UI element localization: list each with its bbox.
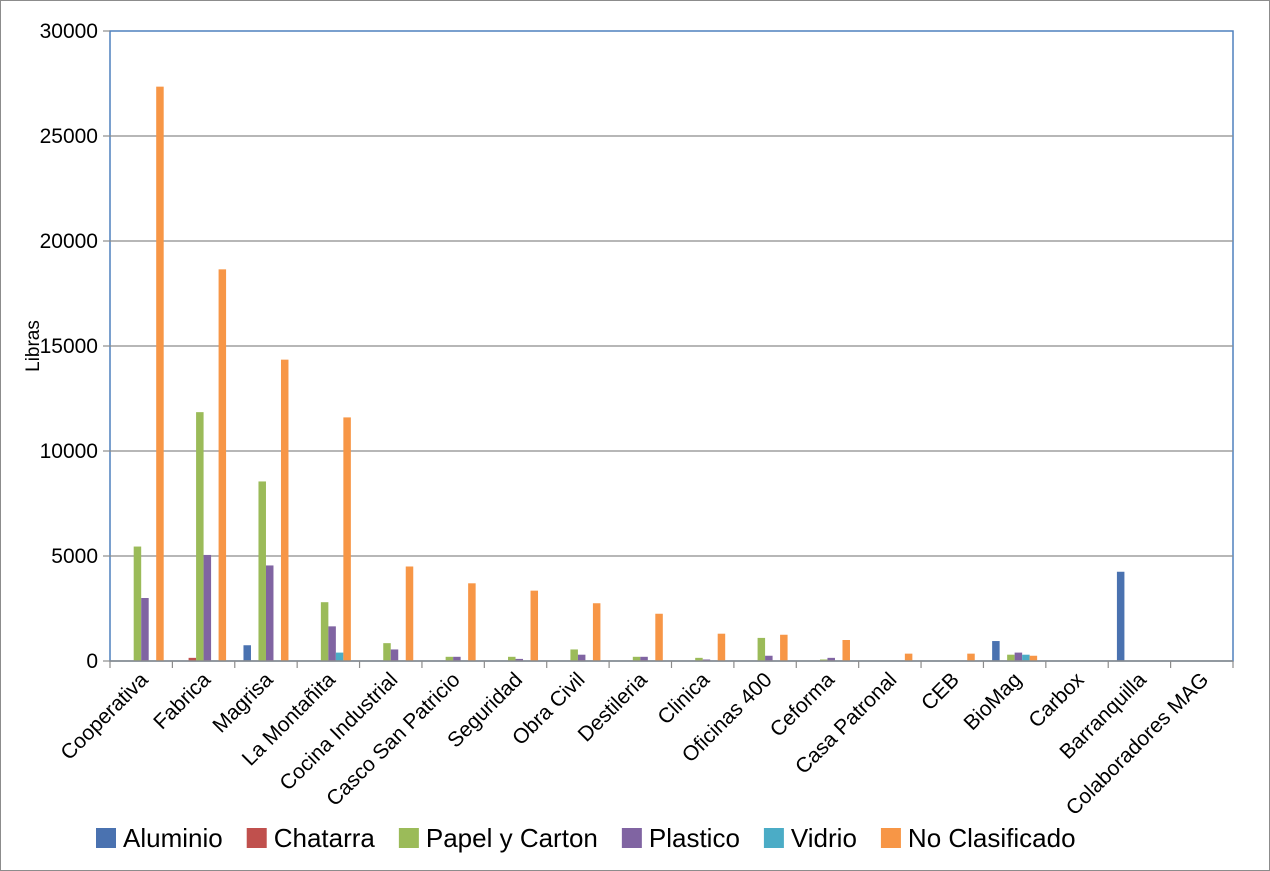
bar <box>577 654 586 661</box>
bar <box>1116 571 1125 661</box>
x-tick-label: Clinica <box>653 668 714 729</box>
bar <box>1007 654 1015 661</box>
bar <box>196 412 204 661</box>
bar <box>203 554 212 661</box>
legend-label: No Clasificado <box>908 823 1076 853</box>
legend-swatch <box>880 828 901 848</box>
y-tick-label: 15000 <box>40 335 98 358</box>
x-tick-label: Cooperativa <box>56 668 153 765</box>
bar <box>405 566 414 661</box>
bar <box>243 645 251 661</box>
y-tick-label: 0 <box>86 650 98 673</box>
x-tick-label: Destileria <box>574 668 652 746</box>
bar <box>1029 655 1038 661</box>
bar <box>258 481 266 661</box>
y-axis-label: Libras <box>23 320 44 372</box>
bar <box>141 598 149 661</box>
bar <box>780 634 788 661</box>
legend-label: Aluminio <box>123 823 223 853</box>
bar <box>508 656 516 661</box>
bar <box>530 590 539 661</box>
y-tick-label: 10000 <box>40 440 98 463</box>
bar <box>445 656 454 661</box>
bar <box>453 656 461 661</box>
y-tick-label: 20000 <box>40 230 98 253</box>
legend: Aluminio Chatarra Papel y Carton Plastico Vi… <box>96 823 1076 853</box>
bar <box>335 652 344 661</box>
bar <box>655 613 663 661</box>
bar <box>717 633 726 661</box>
bar <box>328 626 336 661</box>
legend-swatch <box>763 828 784 848</box>
bar <box>1022 654 1030 661</box>
legend-label: Chatarra <box>274 823 376 853</box>
x-tick-label: CEB <box>917 668 964 715</box>
bar <box>156 86 164 661</box>
bar <box>827 657 835 661</box>
x-tick-label: BioMag <box>960 668 1027 735</box>
legend-label: Papel y Carton <box>426 823 598 853</box>
y-tick-label: 25000 <box>40 125 98 148</box>
y-tick-label: 5000 <box>51 545 98 568</box>
bar <box>640 656 648 661</box>
legend-label: Vidrio <box>791 823 857 853</box>
bar <box>992 641 1000 661</box>
bar <box>280 359 289 661</box>
y-tick-label: 30000 <box>40 20 98 43</box>
legend-swatch <box>398 828 419 848</box>
legend-label: Plastico <box>649 823 740 853</box>
bar <box>592 603 601 661</box>
legend-swatch <box>246 828 267 848</box>
bar <box>632 656 641 661</box>
bar <box>383 643 391 661</box>
bar <box>570 649 578 661</box>
bars <box>133 86 1125 661</box>
bar <box>468 583 476 661</box>
legend-swatch <box>621 828 642 848</box>
bar <box>842 640 850 661</box>
legend-swatch <box>96 828 116 848</box>
x-tick-label: Cocina Industrial <box>275 668 402 795</box>
bar <box>265 565 274 661</box>
bar <box>133 546 142 661</box>
bar <box>757 637 766 661</box>
bar <box>1014 652 1023 661</box>
bar <box>320 602 329 661</box>
bar <box>218 269 227 661</box>
bar <box>390 649 399 661</box>
bar <box>967 653 975 661</box>
x-tick-label: Fabrica <box>149 668 215 734</box>
bar <box>515 658 524 661</box>
bar <box>343 417 351 661</box>
gridlines <box>109 30 1234 662</box>
bar <box>765 655 773 661</box>
bar <box>695 657 703 661</box>
bar <box>904 653 913 661</box>
bar <box>188 657 197 661</box>
